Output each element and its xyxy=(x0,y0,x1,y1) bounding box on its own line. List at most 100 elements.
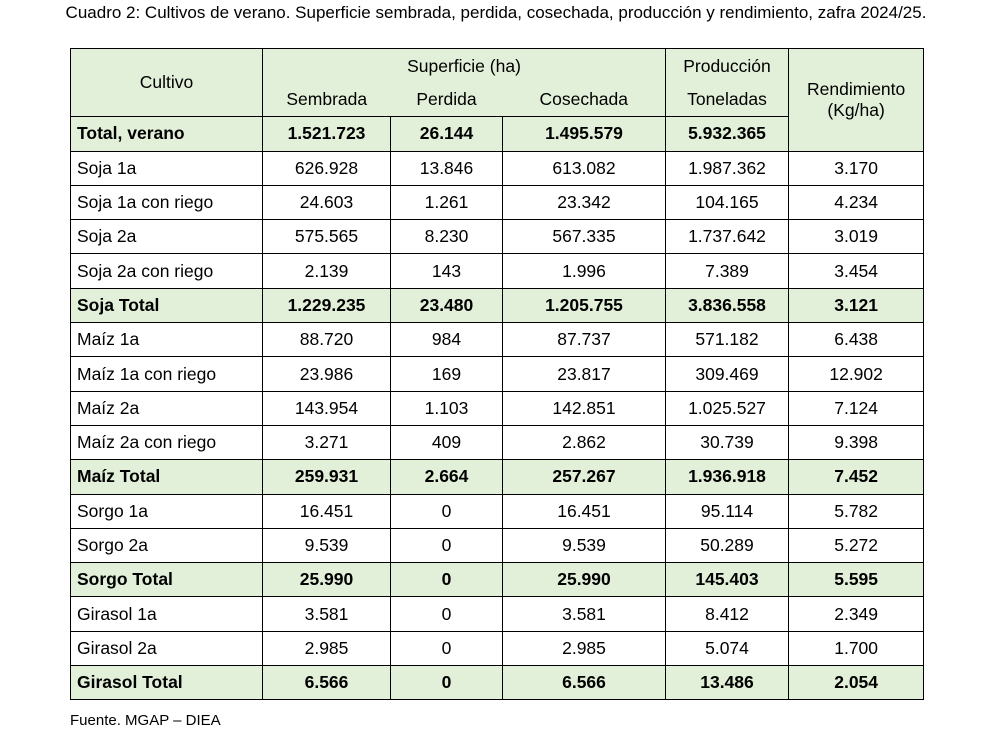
value-cell: 88.720 xyxy=(262,322,391,358)
table-row: Soja 2a con riego 2.139 143 1.996 7.389 3.454 xyxy=(70,253,925,289)
value-cell: 16.451 xyxy=(502,493,666,529)
table-row: Sorgo Total 25.990 0 25.990 145.403 5.595 xyxy=(70,562,925,598)
crop-name: Soja 2a xyxy=(70,219,263,255)
value-cell: 5.272 xyxy=(787,527,925,564)
crop-name: Girasol 2a xyxy=(70,630,263,667)
value-cell: 25.990 xyxy=(262,562,391,598)
source-note: Fuente. MGAP – DIEA xyxy=(70,712,221,729)
value-cell: 1.261 xyxy=(390,184,503,221)
value-cell: 3.121 xyxy=(787,287,925,324)
value-cell: 23.817 xyxy=(502,356,666,392)
value-cell: 104.165 xyxy=(665,184,789,221)
value-cell: 0 xyxy=(390,596,503,632)
header-cell: Cosechada xyxy=(502,83,666,118)
value-cell: 984 xyxy=(390,322,503,358)
value-cell: 0 xyxy=(390,493,503,529)
value-cell: 87.737 xyxy=(502,322,666,358)
value-cell: 626.928 xyxy=(262,150,391,186)
crop-name: Soja 1a xyxy=(70,150,263,186)
table-body: Soja 1a 626.928 13.846 613.082 1.987.362 3.17… xyxy=(70,150,925,701)
value-cell: 143 xyxy=(390,253,503,289)
value-cell: 6.438 xyxy=(787,322,925,358)
value-cell: 5.932.365 xyxy=(665,116,789,152)
crop-name: Sorgo 1a xyxy=(70,493,263,529)
value-cell: 1.229.235 xyxy=(262,287,391,324)
value-cell: 2.349 xyxy=(787,596,925,632)
crop-name: Maíz 2a xyxy=(70,390,263,426)
header-cell: Cultivo xyxy=(70,47,263,118)
value-cell: 26.144 xyxy=(390,116,503,152)
value-cell: 567.335 xyxy=(502,219,666,255)
value-cell: 1.936.918 xyxy=(665,459,789,495)
value-cell: 12.902 xyxy=(787,356,925,392)
value-cell: 409 xyxy=(390,424,503,461)
crop-name: Girasol 1a xyxy=(70,596,263,632)
value-cell: 1.205.755 xyxy=(502,287,666,324)
crop-name: Sorgo Total xyxy=(70,562,263,598)
value-cell: 3.581 xyxy=(262,596,391,632)
header-cell: Perdida xyxy=(390,83,503,118)
crop-name: Soja Total xyxy=(70,287,263,324)
value-cell: 6.566 xyxy=(262,665,391,701)
value-cell: 3.454 xyxy=(787,253,925,289)
value-cell: 5.595 xyxy=(787,562,925,598)
value-cell: 25.990 xyxy=(502,562,666,598)
table-row: Total, verano 1.521.723 26.144 1.495.579 5.9… xyxy=(70,116,924,152)
value-cell: 2.985 xyxy=(502,630,666,667)
table-row: Maíz 1a 88.720 984 87.737 571.182 6.438 xyxy=(70,322,925,358)
value-cell: 2.985 xyxy=(262,630,391,667)
value-cell: 3.019 xyxy=(787,219,925,255)
value-cell: 257.267 xyxy=(502,459,666,495)
value-cell: 4.234 xyxy=(787,184,925,221)
table-row: Maíz 2a 143.954 1.103 142.851 1.025.527 7.124 xyxy=(70,390,925,426)
title: Cuadro 2: Cultivos de verano. Superficie… xyxy=(65,3,927,22)
crop-name: Maíz 1a xyxy=(70,322,263,358)
value-cell: 1.737.642 xyxy=(665,219,789,255)
value-cell: 1.996 xyxy=(502,253,666,289)
value-cell: 143.954 xyxy=(262,390,391,426)
table-row: Soja Total 1.229.235 23.480 1.205.755 3.836.… xyxy=(70,287,925,324)
value-cell: 5.074 xyxy=(665,630,789,667)
value-cell: 6.566 xyxy=(502,665,666,701)
value-cell: 7.124 xyxy=(787,390,925,426)
value-cell: 9.539 xyxy=(502,527,666,564)
value-cell: 0 xyxy=(390,562,503,598)
table-row: Maíz 1a con riego 23.986 169 23.817 309.469 1… xyxy=(70,356,925,392)
value-cell: 0 xyxy=(390,665,503,701)
value-cell: 0 xyxy=(390,630,503,667)
table-row: Maíz 2a con riego 3.271 409 2.862 30.739 9.39… xyxy=(70,424,925,461)
header-cell: Toneladas xyxy=(665,83,789,118)
crop-name: Girasol Total xyxy=(70,665,263,701)
value-cell: 8.230 xyxy=(390,219,503,255)
value-cell: 3.170 xyxy=(787,150,925,186)
header-cell: Producción xyxy=(665,48,789,83)
value-cell: 9.398 xyxy=(787,424,925,461)
header-cell: Sembrada xyxy=(262,83,391,118)
value-cell: 3.581 xyxy=(502,596,666,632)
value-cell: 142.851 xyxy=(502,390,666,426)
value-cell: 2.054 xyxy=(787,665,925,701)
header-cell: Superficie (ha) xyxy=(262,48,666,83)
crop-name: Maíz Total xyxy=(70,459,263,495)
table-row: Soja 1a con riego 24.603 1.261 23.342 104.16… xyxy=(70,184,925,221)
value-cell: 23.986 xyxy=(262,356,391,392)
value-cell: 16.451 xyxy=(262,493,391,529)
value-cell: 95.114 xyxy=(665,493,789,529)
value-cell: 8.412 xyxy=(665,596,789,632)
value-cell: 13.846 xyxy=(390,150,503,186)
table-row: Sorgo 1a 16.451 0 16.451 95.114 5.782 xyxy=(70,493,925,529)
value-cell: 613.082 xyxy=(502,150,666,186)
crop-name: Soja 1a con riego xyxy=(70,184,263,221)
value-cell: 5.782 xyxy=(787,493,925,529)
value-cell: 3.836.558 xyxy=(665,287,789,324)
value-cell: 571.182 xyxy=(665,322,789,358)
value-cell: 309.469 xyxy=(665,356,789,392)
table-row: Sorgo 2a 9.539 0 9.539 50.289 5.272 xyxy=(70,527,925,564)
value-cell: 3.271 xyxy=(262,424,391,461)
table-row: Girasol 2a 2.985 0 2.985 5.074 1.700 xyxy=(70,630,925,667)
crop-name: Total, verano xyxy=(70,116,263,152)
value-cell: 50.289 xyxy=(665,527,789,564)
table-row: Girasol 1a 3.581 0 3.581 8.412 2.349 xyxy=(70,596,925,632)
